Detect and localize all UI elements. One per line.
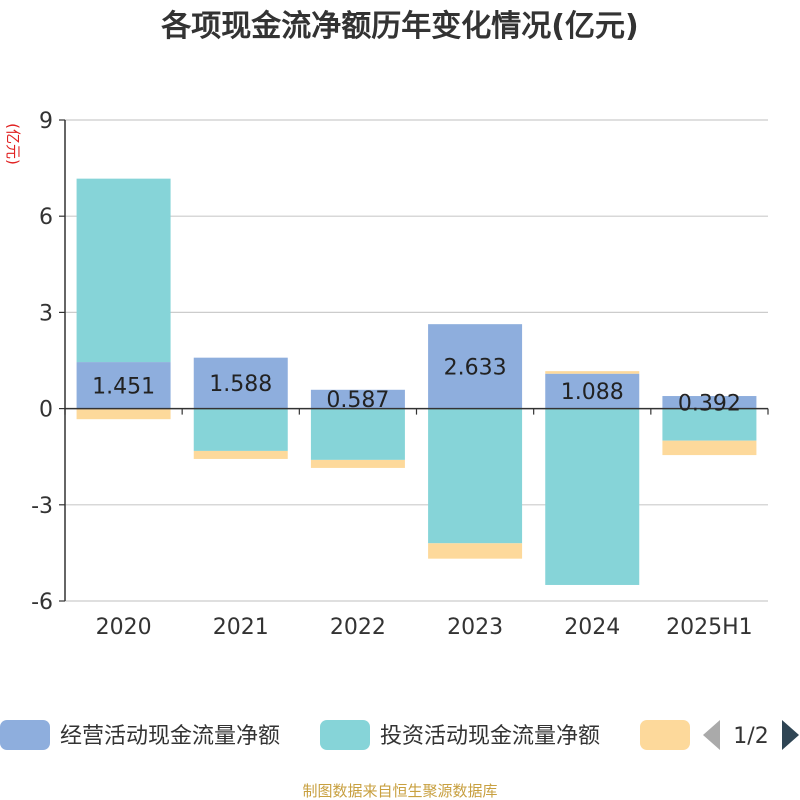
bar-segment (76, 178, 171, 363)
data-label: 1.451 (92, 374, 155, 399)
bar-segment (662, 396, 757, 409)
legend-swatch[interactable] (0, 720, 50, 750)
bars (76, 178, 757, 585)
bar-segment (193, 357, 288, 409)
y-axis-unit-label: (亿元) (4, 123, 22, 165)
legend: 经营活动现金流量净额 投资活动现金流量净额 1/2 (0, 720, 799, 750)
bar-segment (545, 373, 640, 409)
bar-segment (545, 408, 640, 585)
y-tick-label: 0 (39, 398, 53, 423)
grid-lines (65, 119, 768, 602)
legend-next-icon[interactable] (782, 720, 799, 750)
source-note: 制图数据来自恒生聚源数据库 (302, 782, 497, 800)
data-labels: 1.451 1.588 0.587 2.633 1.088 0.392 (92, 355, 741, 416)
axes: 9 6 3 0 -3 -6 2020 2021 2022 2023 2024 2025H1 (31, 109, 769, 640)
x-tick-label: 2022 (330, 615, 386, 640)
legend-swatch[interactable] (320, 720, 370, 750)
bar-segment (662, 408, 757, 441)
y-tick-label: -6 (31, 590, 53, 615)
legend-swatch[interactable] (640, 720, 690, 750)
legend-prev-icon[interactable] (703, 720, 720, 750)
x-tick-label: 2020 (96, 615, 152, 640)
legend-label[interactable]: 投资活动现金流量净额 (380, 724, 600, 749)
bar-segment (76, 408, 171, 420)
y-tick-label: -3 (31, 494, 53, 519)
data-label: 0.587 (326, 388, 389, 413)
bar-segment (545, 371, 640, 374)
bar-segment (193, 408, 288, 451)
x-tick-label: 2024 (564, 615, 620, 640)
data-label: 1.088 (561, 380, 624, 405)
bar-segment (76, 362, 171, 409)
bar-segment (428, 408, 523, 544)
bar-segment (310, 459, 405, 468)
bar-segment (428, 324, 523, 409)
data-label: 0.392 (678, 391, 741, 416)
data-label: 2.633 (444, 355, 507, 380)
y-tick-label: 3 (39, 301, 53, 326)
bar-segment (310, 389, 405, 409)
x-tick-label: 2025H1 (666, 615, 753, 640)
bar-segment (662, 440, 757, 456)
x-tick-label: 2021 (213, 615, 269, 640)
data-label: 1.588 (209, 372, 272, 397)
y-tick-label: 9 (39, 109, 53, 134)
bar-segment (193, 450, 288, 459)
y-tick-label: 6 (39, 205, 53, 230)
x-tick-label: 2023 (447, 615, 503, 640)
bar-segment (428, 543, 523, 559)
bar-segment (310, 408, 405, 460)
legend-page-indicator: 1/2 (733, 724, 768, 749)
legend-label[interactable]: 经营活动现金流量净额 (60, 724, 280, 749)
chart-title: 各项现金流净额历年变化情况(亿元) (160, 9, 638, 44)
